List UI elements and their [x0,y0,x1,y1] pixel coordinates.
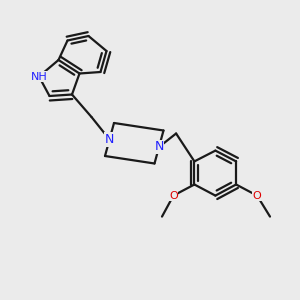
Text: O: O [169,190,178,201]
Text: NH: NH [31,71,47,82]
Text: N: N [154,140,164,154]
Text: N: N [105,133,114,146]
Text: O: O [253,190,262,201]
